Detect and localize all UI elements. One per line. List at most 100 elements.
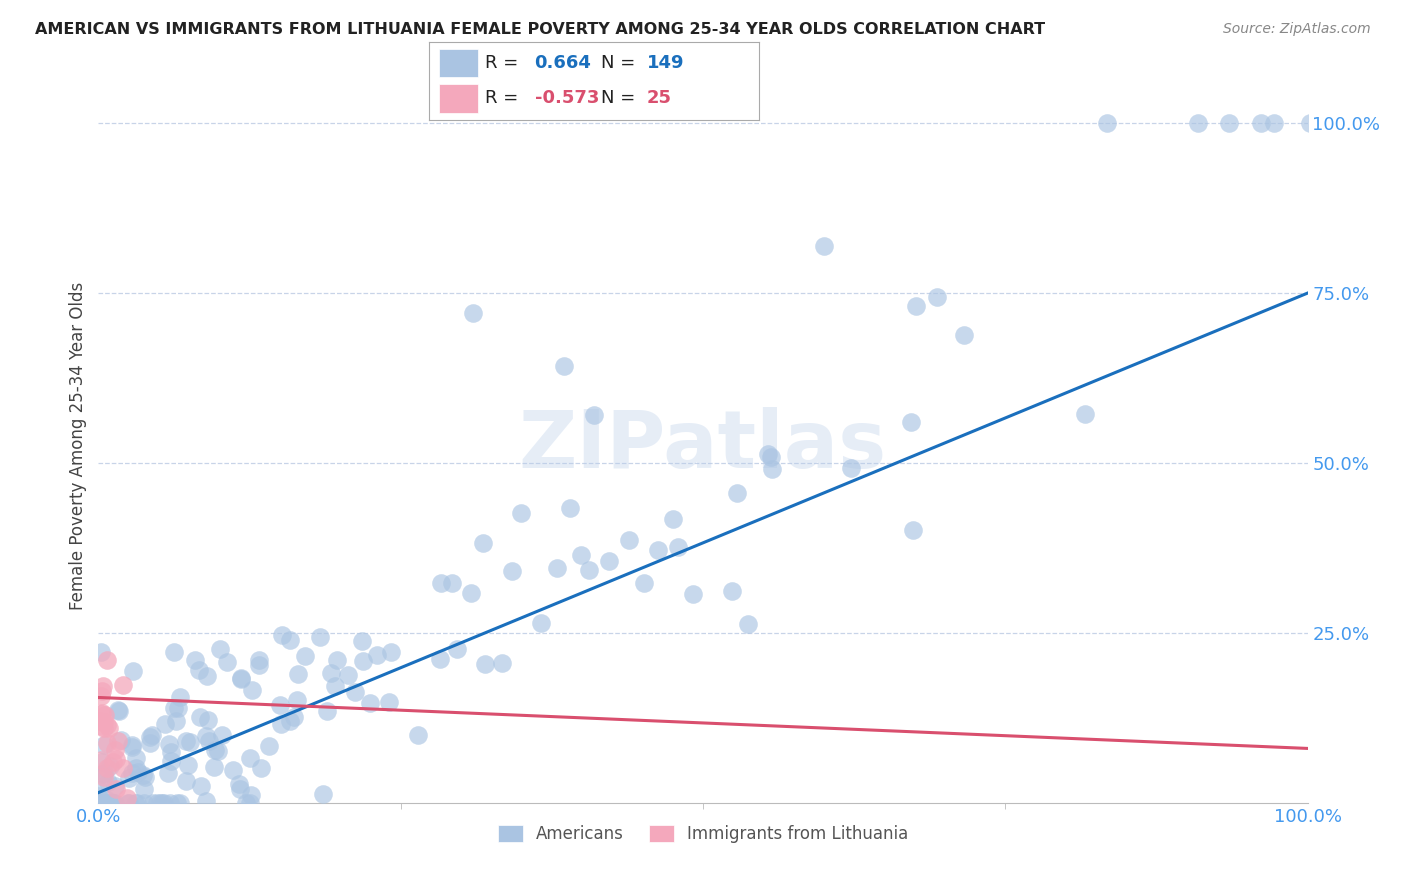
Point bbox=[633, 575, 655, 590]
Point bbox=[350, 633, 373, 648]
Point bbox=[471, 536, 494, 550]
Point bbox=[553, 359, 575, 373]
Point bbox=[247, 652, 270, 666]
Point bbox=[721, 583, 744, 598]
Point bbox=[325, 679, 347, 693]
Text: R =: R = bbox=[485, 89, 524, 107]
Point bbox=[157, 737, 180, 751]
Point bbox=[107, 703, 129, 717]
Point bbox=[316, 704, 339, 718]
Point bbox=[125, 761, 148, 775]
Point bbox=[211, 728, 233, 742]
Point bbox=[104, 779, 127, 793]
Point bbox=[90, 718, 112, 732]
Point bbox=[1299, 116, 1322, 130]
Point bbox=[122, 665, 145, 679]
Point bbox=[90, 706, 112, 720]
Point bbox=[359, 696, 381, 710]
Point bbox=[474, 657, 496, 671]
Point bbox=[90, 684, 112, 698]
Point bbox=[231, 672, 253, 686]
Text: N =: N = bbox=[600, 89, 641, 107]
Text: 25: 25 bbox=[647, 89, 672, 107]
Point bbox=[118, 771, 141, 785]
Point bbox=[952, 328, 974, 343]
Point bbox=[202, 759, 225, 773]
Point bbox=[96, 653, 118, 667]
Point bbox=[925, 290, 948, 304]
Point bbox=[153, 716, 176, 731]
Point bbox=[240, 788, 263, 802]
Point bbox=[666, 540, 689, 554]
Point bbox=[104, 743, 127, 757]
Point bbox=[150, 796, 173, 810]
Point bbox=[159, 754, 181, 768]
Point bbox=[1250, 116, 1272, 130]
Text: -0.573: -0.573 bbox=[534, 89, 599, 107]
Point bbox=[141, 728, 163, 742]
Point bbox=[149, 796, 172, 810]
Point bbox=[160, 745, 183, 759]
Point bbox=[115, 790, 138, 805]
Point bbox=[209, 642, 232, 657]
Point bbox=[169, 796, 191, 810]
Point bbox=[159, 796, 181, 810]
Point bbox=[134, 771, 156, 785]
Point bbox=[163, 700, 186, 714]
Point bbox=[309, 630, 332, 644]
Point bbox=[195, 729, 218, 743]
Point bbox=[167, 700, 190, 714]
Text: ZIPatlas: ZIPatlas bbox=[519, 407, 887, 485]
Point bbox=[101, 756, 124, 770]
Point bbox=[169, 690, 191, 705]
Point bbox=[121, 738, 143, 752]
Point bbox=[179, 735, 201, 749]
Point bbox=[294, 649, 316, 664]
Point bbox=[1218, 116, 1240, 130]
Point bbox=[344, 684, 367, 698]
Point bbox=[132, 781, 155, 796]
Point bbox=[96, 761, 118, 775]
Point bbox=[759, 450, 782, 465]
Point bbox=[139, 730, 162, 744]
Point bbox=[121, 766, 143, 780]
Point bbox=[90, 644, 112, 658]
Point bbox=[97, 774, 120, 789]
Point bbox=[163, 645, 186, 659]
Point bbox=[91, 796, 114, 810]
Point bbox=[287, 666, 309, 681]
Point bbox=[156, 766, 179, 780]
Point bbox=[125, 751, 148, 765]
Y-axis label: Female Poverty Among 25-34 Year Olds: Female Poverty Among 25-34 Year Olds bbox=[69, 282, 87, 610]
Point bbox=[280, 632, 302, 647]
Point bbox=[91, 679, 114, 693]
Point bbox=[257, 739, 280, 754]
Point bbox=[582, 409, 605, 423]
Point bbox=[125, 796, 148, 810]
Point bbox=[406, 728, 429, 742]
Point bbox=[461, 306, 484, 320]
Point bbox=[269, 698, 291, 712]
Point bbox=[165, 714, 187, 728]
Point bbox=[190, 779, 212, 793]
Point bbox=[188, 710, 211, 724]
Point bbox=[430, 576, 453, 591]
Point bbox=[271, 628, 294, 642]
Point bbox=[166, 796, 188, 810]
Point bbox=[509, 506, 531, 520]
Point bbox=[174, 734, 197, 748]
Point bbox=[240, 683, 263, 698]
Point bbox=[247, 658, 270, 673]
Point bbox=[352, 655, 374, 669]
Point bbox=[127, 764, 149, 779]
Point bbox=[682, 587, 704, 601]
Point bbox=[429, 651, 451, 665]
Point bbox=[312, 787, 335, 801]
Point bbox=[93, 739, 115, 753]
Point bbox=[90, 755, 112, 769]
Point bbox=[270, 717, 292, 731]
Point bbox=[238, 796, 260, 810]
Point bbox=[90, 707, 112, 722]
Point bbox=[97, 796, 120, 810]
Point bbox=[228, 777, 250, 791]
